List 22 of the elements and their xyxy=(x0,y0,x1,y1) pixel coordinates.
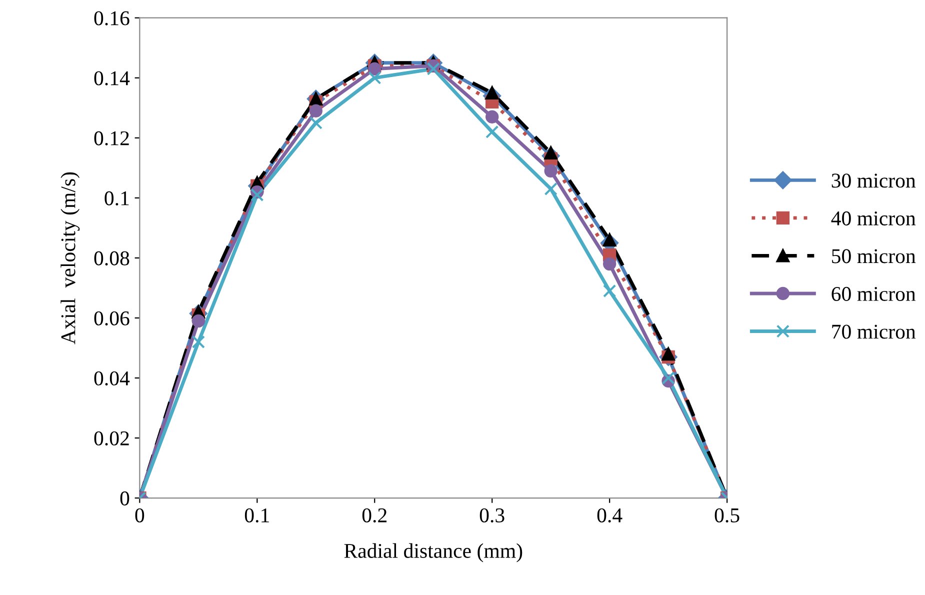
y-tick-label: 0.06 xyxy=(94,311,130,326)
x-axis-title: Radial distance (mm) xyxy=(344,543,522,562)
legend-label: 30 micron xyxy=(832,174,916,188)
x-tick-label: 0.2 xyxy=(362,508,386,522)
legend-label: 50 micron xyxy=(832,249,916,264)
legend-label: 40 micron xyxy=(831,211,916,226)
x-tick-label: 0 xyxy=(135,508,144,522)
x-tick-label: 0.4 xyxy=(597,508,622,522)
y-tick-label: 0.02 xyxy=(94,431,129,446)
y-axis-title: Axial velocity (m/s) xyxy=(60,172,80,344)
y-tick-label: 0.04 xyxy=(94,371,130,386)
y-tick-label: 0.16 xyxy=(94,11,130,26)
y-tick-label: 0 xyxy=(120,491,130,506)
x-tick-label: 0.3 xyxy=(480,508,504,522)
y-tick-label: 0.14 xyxy=(94,71,130,86)
y-tick-label: 0.08 xyxy=(94,251,130,266)
y-tick-label: 0.12 xyxy=(94,131,129,146)
legend-label: 70 micron xyxy=(832,324,916,339)
x-tick-label: 0.1 xyxy=(244,508,269,522)
x-tick-label: 0.5 xyxy=(714,508,740,522)
y-tick-label: 0.1 xyxy=(104,191,129,206)
legend-label: 60 micron xyxy=(832,286,916,301)
